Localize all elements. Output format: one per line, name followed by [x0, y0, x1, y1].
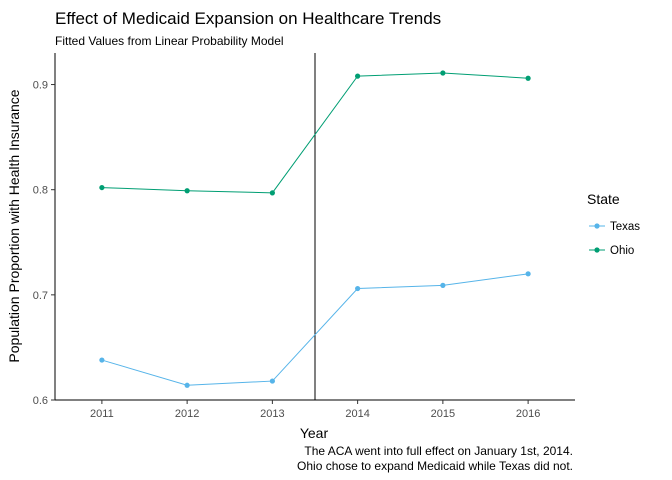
series-line-texas [101, 273, 529, 386]
legend-label-ohio: Ohio [610, 245, 634, 257]
chart-title: Effect of Medicaid Expansion on Healthca… [55, 9, 441, 28]
x-axis-title: Year [300, 425, 329, 441]
x-tick-label: 2011 [90, 408, 114, 420]
legend-label-texas: Texas [610, 221, 640, 233]
data-point-texas [269, 378, 275, 384]
y-tick-label: 0.8 [33, 185, 48, 197]
x-tick-label: 2012 [175, 408, 199, 420]
series-line-ohio [101, 72, 529, 194]
x-tick-label: 2016 [516, 408, 540, 420]
chart-subtitle: Fitted Values from Linear Probability Mo… [55, 34, 284, 48]
data-point-ohio [525, 75, 531, 81]
legend-title: State [587, 191, 620, 207]
legend: State Texas Ohio [587, 191, 640, 257]
legend-key-point-ohio [594, 247, 600, 253]
caption-line-1: The ACA went into full effect on January… [304, 444, 573, 458]
data-point-texas [184, 382, 190, 388]
data-point-ohio [355, 73, 361, 79]
data-point-texas [525, 271, 531, 277]
data-point-ohio [440, 70, 446, 76]
caption-line-2: Ohio chose to expand Medicaid while Texa… [297, 459, 573, 473]
y-axis-title: Population Proportion with Health Insura… [6, 89, 22, 362]
data-point-texas [355, 285, 361, 292]
data-point-ohio [99, 184, 105, 191]
data-point-ohio [269, 190, 275, 196]
x-tick-label: 2015 [431, 408, 455, 420]
data-point-ohio [184, 188, 190, 194]
plot-area: 0.6 0.7 0.8 0.9 2011 2012 2013 2014 2015 2016 [33, 53, 575, 420]
y-tick-label: 0.9 [33, 80, 48, 92]
y-tick-label: 0.6 [33, 395, 48, 407]
legend-key-point-texas [594, 223, 600, 229]
data-point-texas [99, 357, 105, 363]
y-tick-label: 0.7 [33, 290, 48, 302]
x-tick-label: 2014 [345, 408, 369, 420]
x-tick-label: 2013 [260, 408, 284, 420]
data-point-texas [440, 282, 446, 288]
